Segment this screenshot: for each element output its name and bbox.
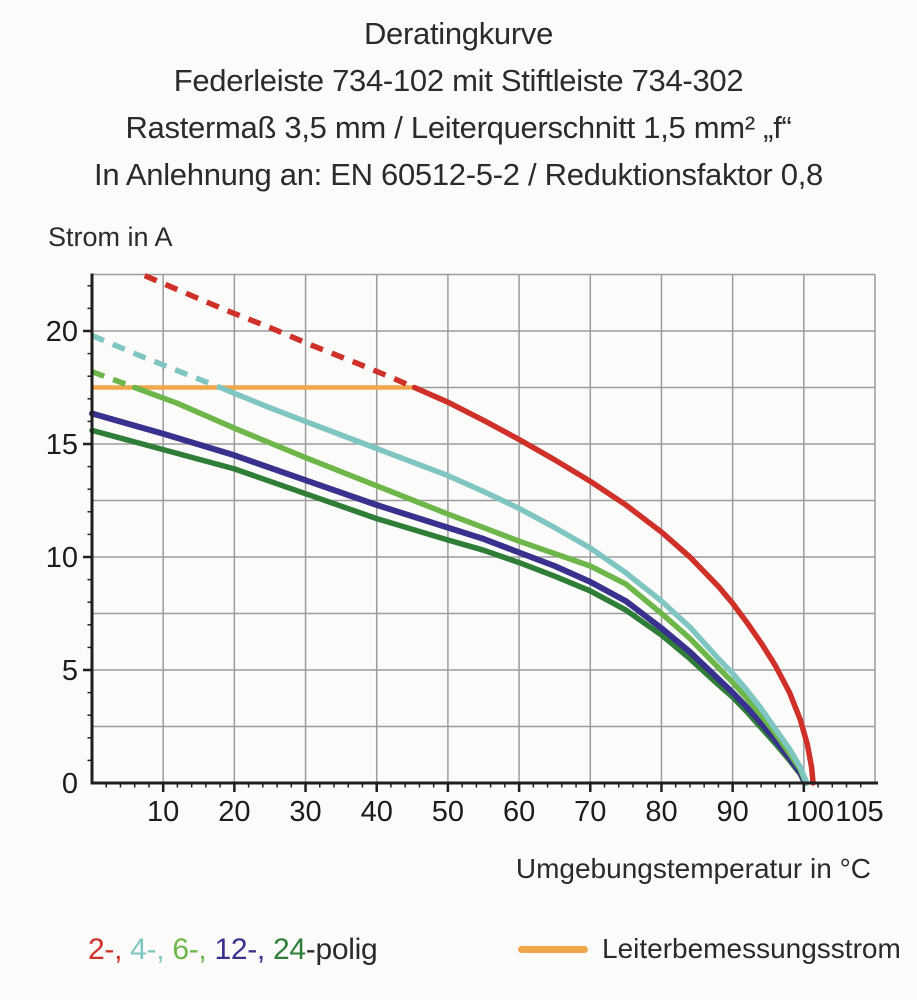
rated-current-line-swatch	[518, 945, 588, 953]
x-axis-title: Umgebungstemperatur in °C	[515, 853, 871, 884]
curve-6-polig-dashed	[91, 369, 136, 391]
curve-6-polig	[131, 384, 809, 786]
curve-2-polig	[411, 384, 816, 786]
title-line-2: Federleiste 734-102 mit Stiftleiste 734-…	[173, 63, 744, 98]
legend-pole-item: 6-,	[172, 933, 215, 966]
x-tick-label: 100	[786, 796, 834, 828]
y-tick-label: 0	[62, 768, 78, 800]
curve-2-polig-dashed	[143, 273, 416, 391]
x-tick-label: 80	[645, 796, 677, 828]
title-line-3: Rastermaß 3,5 mm / Leiterquerschnitt 1,5…	[125, 110, 792, 145]
y-tick-label: 5	[62, 655, 78, 687]
curve-4-polig	[217, 384, 810, 786]
title-line-1: Deratingkurve	[363, 16, 554, 51]
y-axis-title: Strom in A	[48, 222, 173, 252]
title-line-4: In Anlehnung an: EN 60512-5-2 / Reduktio…	[94, 157, 823, 192]
legend-pole-item: 12-,	[214, 933, 273, 966]
legend-pole-item: 4-,	[130, 933, 173, 966]
legend-pole-suffix: -polig	[305, 933, 378, 966]
x-tick-label: 90	[717, 796, 749, 828]
legend-pole-item: 2-,	[88, 933, 131, 966]
y-tick-label: 10	[46, 542, 78, 574]
y-tick-label: 15	[46, 429, 78, 461]
y-tick-label: 20	[46, 316, 78, 348]
rated-current-label: Leiterbemessungsstrom	[602, 933, 901, 964]
x-tick-label: 70	[574, 796, 606, 828]
x-tick-label: 40	[361, 796, 393, 828]
chart-title-block: Deratingkurve Federleiste 734-102 mit St…	[0, 10, 917, 198]
x-tick-label: 105	[835, 796, 883, 828]
x-tick-label: 50	[432, 796, 464, 828]
legend-pole-item: 24	[273, 933, 306, 966]
legend-rated-current: Leiterbemessungsstrom	[518, 933, 901, 965]
x-tick-label: 60	[503, 796, 535, 828]
x-tick-label: 10	[147, 796, 179, 828]
x-tick-label: 20	[218, 796, 250, 828]
x-tick-label: 30	[289, 796, 321, 828]
curve-4-polig-dashed	[90, 332, 222, 391]
legend-poles: 2-, 4-, 6-, 12-, 24-polig	[88, 933, 378, 967]
curve-12-polig	[89, 410, 809, 786]
